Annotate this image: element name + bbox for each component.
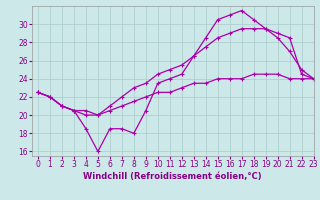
X-axis label: Windchill (Refroidissement éolien,°C): Windchill (Refroidissement éolien,°C): [84, 172, 262, 181]
